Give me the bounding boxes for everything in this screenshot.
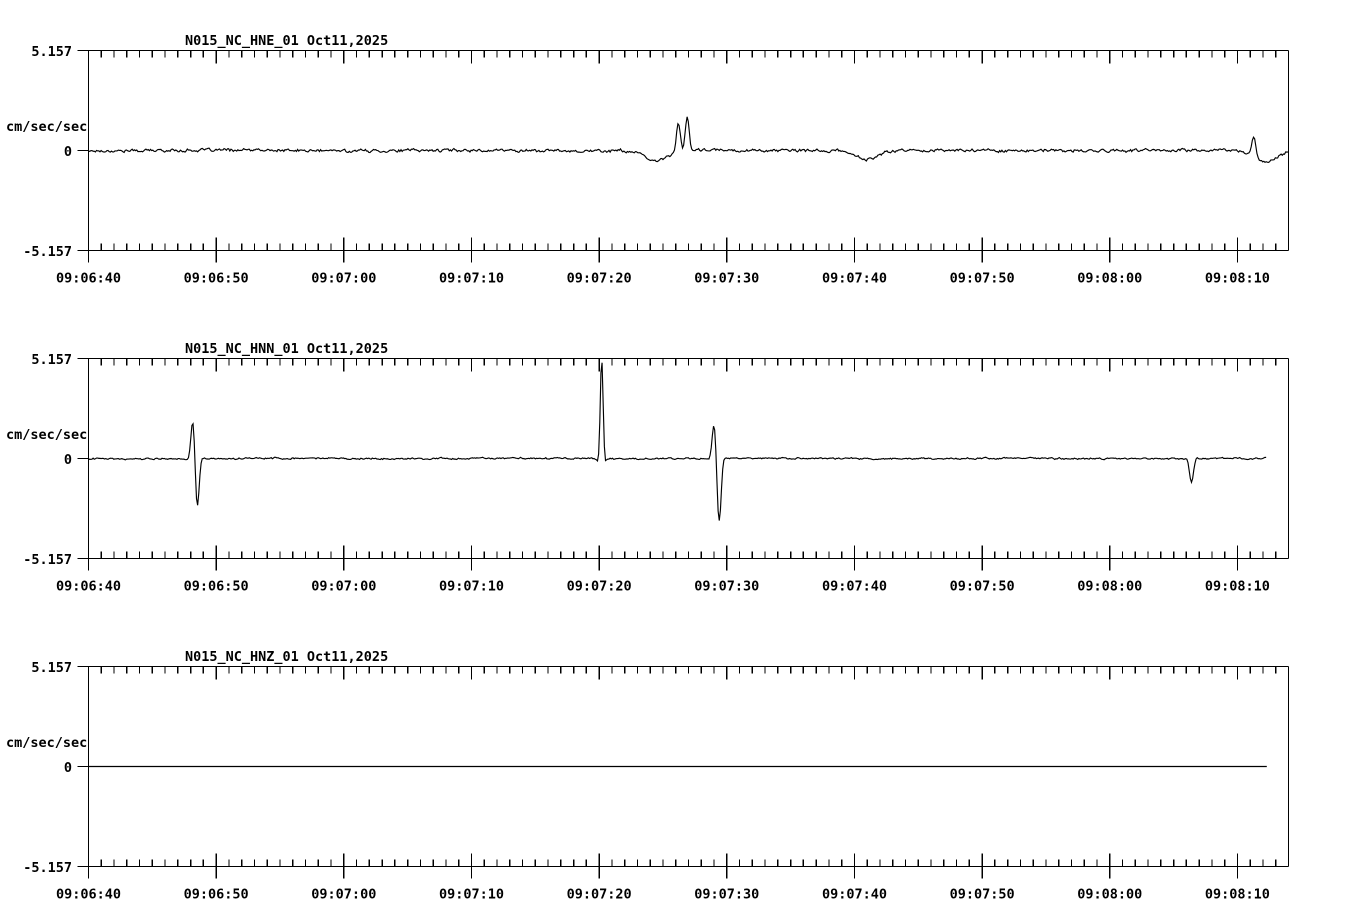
x-axis-tick-label: 09:07:40 <box>822 887 887 903</box>
panel-hnn: N015_NC_HNN_01 Oct11,2025 5.157 0 -5.157… <box>0 308 1358 608</box>
x-axis-tick-label: 09:07:00 <box>311 579 376 595</box>
x-axis-tick-label: 09:07:40 <box>822 579 887 595</box>
x-axis-tick-label: 09:06:50 <box>184 579 249 595</box>
y-axis-zero-label-hne: 0 <box>64 144 72 160</box>
panel-hnz-svg: N015_NC_HNZ_01 Oct11,2025 5.157 0 -5.157… <box>6 649 1290 903</box>
panel-hnz: N015_NC_HNZ_01 Oct11,2025 5.157 0 -5.157… <box>0 616 1358 916</box>
x-axis-tick-label: 09:07:50 <box>950 579 1015 595</box>
panel-hnn-svg: N015_NC_HNN_01 Oct11,2025 5.157 0 -5.157… <box>6 341 1290 595</box>
panel-hnn-labels: N015_NC_HNN_01 Oct11,2025 5.157 0 -5.157… <box>6 341 388 568</box>
y-axis-unit-label-hne: cm/sec/sec <box>6 119 87 135</box>
x-axis-tick-label: 09:06:50 <box>184 887 249 903</box>
x-axis-tick-label: 09:07:20 <box>567 887 632 903</box>
x-axis-tick-label: 09:07:20 <box>567 271 632 287</box>
panel-title-hne: N015_NC_HNE_01 Oct11,2025 <box>185 33 388 49</box>
x-axis-tick-label: 09:08:00 <box>1077 271 1142 287</box>
x-axis-tick-label: 09:07:10 <box>439 887 504 903</box>
panel-title-hnn: N015_NC_HNN_01 Oct11,2025 <box>185 341 388 357</box>
panel-hnz-labels: N015_NC_HNZ_01 Oct11,2025 5.157 0 -5.157… <box>6 649 388 876</box>
x-axis-tick-label: 09:08:10 <box>1205 579 1270 595</box>
y-axis-unit-label-hnn: cm/sec/sec <box>6 427 87 443</box>
waveform-hne <box>88 116 1289 163</box>
x-axis-tick-label: 09:06:50 <box>184 271 249 287</box>
panel-hne: N015_NC_HNE_01 Oct11,2025 5.157 0 -5.157… <box>0 0 1358 300</box>
x-axis-tick-label: 09:06:40 <box>56 271 121 287</box>
panel-hne-svg: N015_NC_HNE_01 Oct11,2025 5.157 0 -5.157… <box>6 33 1290 287</box>
y-axis-max-label-hne: 5.157 <box>31 44 72 60</box>
x-axis-tick-label: 09:07:50 <box>950 887 1015 903</box>
panel-hnz-axes: 09:06:40 09:06:50 09:07:00 09:07:10 09:07:20… <box>56 665 1290 903</box>
x-axis-tick-label: 09:07:40 <box>822 271 887 287</box>
y-axis-min-label-hnz: -5.157 <box>23 860 72 876</box>
panel-hnn-axes: 09:06:40 09:06:50 09:07:00 09:07:10 09:07:20… <box>56 357 1290 595</box>
y-axis-zero-label-hnz: 0 <box>64 760 72 776</box>
panel-hne-labels: N015_NC_HNE_01 Oct11,2025 5.157 0 -5.157… <box>6 33 388 260</box>
x-axis-tick-label: 09:07:30 <box>694 579 759 595</box>
waveform-hnn <box>88 362 1267 521</box>
x-axis-tick-label: 09:07:30 <box>694 271 759 287</box>
y-axis-unit-label-hnz: cm/sec/sec <box>6 735 87 751</box>
x-axis-tick-label: 09:07:00 <box>311 887 376 903</box>
y-axis-max-label-hnn: 5.157 <box>31 352 72 368</box>
x-axis-tick-label: 09:06:40 <box>56 887 121 903</box>
x-axis-tick-label: 09:08:10 <box>1205 887 1270 903</box>
x-axis-tick-label: 09:08:00 <box>1077 579 1142 595</box>
x-axis-tick-label: 09:08:00 <box>1077 887 1142 903</box>
y-axis-min-label-hnn: -5.157 <box>23 552 72 568</box>
panel-hne-axes: 09:06:40 09:06:50 09:07:00 09:07:10 09:07:20… <box>56 49 1290 287</box>
panel-title-hnz: N015_NC_HNZ_01 Oct11,2025 <box>185 649 388 665</box>
x-axis-tick-label: 09:07:20 <box>567 579 632 595</box>
y-axis-zero-label-hnn: 0 <box>64 452 72 468</box>
x-axis-tick-label: 09:06:40 <box>56 579 121 595</box>
x-axis-tick-label: 09:07:30 <box>694 887 759 903</box>
x-axis-tick-label: 09:08:10 <box>1205 271 1270 287</box>
x-axis-tick-label: 09:07:50 <box>950 271 1015 287</box>
y-axis-min-label-hne: -5.157 <box>23 244 72 260</box>
x-axis-tick-label: 09:07:00 <box>311 271 376 287</box>
x-axis-tick-label: 09:07:10 <box>439 271 504 287</box>
y-axis-max-label-hnz: 5.157 <box>31 660 72 676</box>
x-axis-tick-label: 09:07:10 <box>439 579 504 595</box>
